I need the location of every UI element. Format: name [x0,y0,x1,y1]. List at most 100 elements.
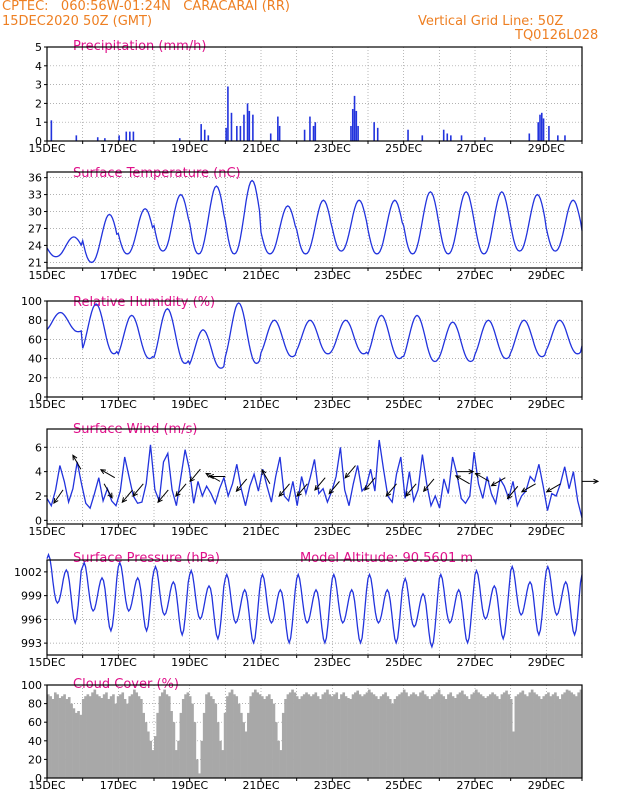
wind-arrow [261,469,271,485]
cloud-bar [454,698,457,778]
cloud-bar [486,696,490,778]
cloud-bar [140,699,143,778]
y-tick-label: 5 [35,41,42,54]
cloud-bar [147,731,150,778]
cloud-bar [381,694,385,778]
panel-frame-6 [46,684,583,779]
panel-frame-4 [46,428,583,525]
precip-bar [50,120,53,141]
y-tick-label: 2 [35,490,42,503]
cloud-bar [258,694,262,778]
cloud-bar [223,712,227,778]
cloud-bar [337,699,341,778]
cloud-bar [209,696,213,778]
cloud-bar [551,694,555,778]
cloud-bar [126,703,129,778]
cloud-bar [563,692,567,778]
precip-bar [269,133,272,141]
y-tick-label: 40 [28,735,42,748]
wind-arrow-head [157,497,163,504]
x-tick-label: 29DEC [528,779,565,792]
cloud-bar [354,692,357,778]
cloud-bar [451,696,455,778]
y-tick-label: 36 [28,172,42,185]
x-tick-label: 29DEC [528,398,565,411]
x-tick-label: 25DEC [385,142,422,155]
cloud-bar [84,696,87,778]
cloud-bar [235,696,239,778]
cloud-bar [165,694,169,778]
cloud-bar [521,690,525,778]
wind-arrow [521,483,536,493]
header-grid-note: Vertical Grid Line: 50Z [418,14,564,29]
cloud-bar [444,699,448,778]
precip-bar [540,112,543,141]
y-tick-label: 60 [28,716,42,729]
x-tick-label: 25DEC [385,525,422,538]
cloud-bar [388,699,392,778]
cloud-bar [160,692,164,778]
precip-bar [246,103,249,141]
cloud-bar [502,692,506,778]
cloud-bar [100,698,104,778]
x-tick-label: 17DEC [100,398,137,411]
cloud-bar [200,740,204,778]
cloud-bar [256,692,259,778]
cloud-bar [493,694,497,778]
cloud-bar [419,692,422,778]
cloud-bar [549,696,553,778]
precip-bar [248,110,251,141]
cloud-bar [267,694,271,778]
cloud-bar [98,696,101,778]
precip-bar [203,129,206,141]
precip-bar [537,122,540,141]
precip-bar [357,125,359,141]
cloud-bar [114,703,118,778]
precip-bar [446,133,449,141]
wind-arrow-head [474,472,481,478]
wind-arrow-head [490,481,497,487]
precip-bar [207,135,210,141]
cloud-bar [488,694,492,778]
cloud-bar [307,694,311,778]
cloud-bar [442,696,446,778]
wind-arrow [405,483,417,497]
cloud-bar [565,689,569,778]
y-tick-label: 24 [28,239,42,252]
humidity-line [46,302,583,369]
cloud-bar [491,692,494,778]
cloud-bar [312,694,315,778]
y-tick-label: 993 [21,637,42,650]
precip-bar [309,116,311,141]
cloud-bar [361,696,364,778]
cloud-bar [484,698,487,778]
cloud-bar [216,722,220,778]
precip-bar [104,138,106,141]
cloud-bar [291,689,294,778]
cloud-bar [514,696,518,778]
cloud-bar [575,696,578,778]
cloud-bar [198,773,201,778]
wind-arrow [100,469,116,479]
wind-arrow-head [344,472,351,479]
cloud-bar [561,694,564,778]
precip-bar [277,116,279,141]
cloud-bar [468,699,471,778]
cloud-bar [461,690,464,778]
cloud-bar [107,699,111,778]
cloud-bar [67,697,71,778]
x-tick-label: 23DEC [314,142,351,155]
wind-arrow [205,472,221,482]
x-tick-label: 21DEC [242,398,279,411]
cloud-bar [426,696,429,778]
cloud-bar [358,694,362,778]
cloud-bar [395,696,399,778]
cloud-bar [123,699,127,778]
cloud-bar [423,694,427,778]
cloud-bar [47,694,50,778]
cloud-bar [53,692,57,778]
x-tick-label: 27DEC [456,525,493,538]
cloud-bar [184,694,187,778]
cloud-bar [293,692,297,778]
precip-bar [129,131,131,141]
